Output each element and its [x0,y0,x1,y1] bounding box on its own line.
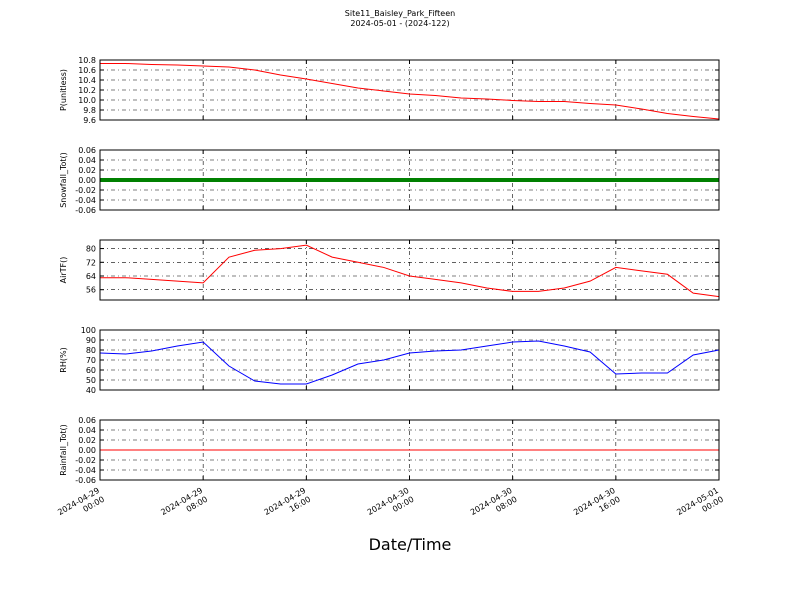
y-axis-label: Rainfall_Tot() [59,424,68,476]
y-tick-label: -0.02 [75,456,96,465]
y-tick-label: 90 [86,336,96,345]
y-tick-label: 56 [86,286,96,295]
chart-title: Site11_Baisley_Park_Fifteen [345,9,455,18]
plot-frame [99,149,720,211]
y-tick-label: 0.06 [78,416,96,425]
y-tick-label: 9.8 [83,106,96,115]
y-axis-label: RH(%) [59,347,68,372]
chart-subtitle: 2024-05-01 - (2024-122) [350,19,449,28]
y-axis-label: AirTF() [59,257,68,284]
series-line [99,340,720,385]
y-tick-label: 80 [86,346,96,355]
y-tick-label: 0.06 [78,146,96,155]
y-tick-label: 10.2 [78,86,96,95]
y-tick-label: 70 [86,356,96,365]
y-tick-label: -0.02 [75,186,96,195]
y-tick-label: 10.4 [78,76,96,85]
y-tick-label: 60 [86,366,96,375]
y-axis-label: Snowfall_Tot() [59,152,68,208]
y-tick-label: 10.8 [78,56,96,65]
y-tick-label: 64 [86,272,96,281]
plot-frame [99,419,720,481]
y-tick-label: 10.6 [78,66,96,75]
y-tick-label: -0.04 [75,196,96,205]
y-tick-label: 0.02 [78,436,96,445]
y-tick-label: 50 [86,376,96,385]
y-tick-label: -0.06 [75,206,96,215]
y-tick-label: 0.00 [78,176,96,185]
y-tick-label: 10.0 [78,96,96,105]
y-tick-label: 0.00 [78,446,96,455]
y-tick-label: 100 [81,326,96,335]
plot-frame [99,329,720,391]
y-tick-label: 0.02 [78,166,96,175]
y-tick-label: 0.04 [78,156,96,165]
series-line [100,244,720,298]
y-tick-label: 9.6 [83,116,96,125]
y-tick-label: -0.06 [75,476,96,485]
y-tick-label: 80 [86,245,96,254]
series-line [100,63,720,120]
y-tick-label: -0.04 [75,466,96,475]
y-tick-label: 0.04 [78,426,96,435]
y-tick-label: 40 [86,386,96,395]
plot-frame [99,239,720,301]
y-tick-label: 72 [86,258,96,267]
y-axis-label: P(unitless) [59,69,68,111]
plot-frame [99,59,720,121]
x-axis-label: Date/Time [369,535,452,554]
